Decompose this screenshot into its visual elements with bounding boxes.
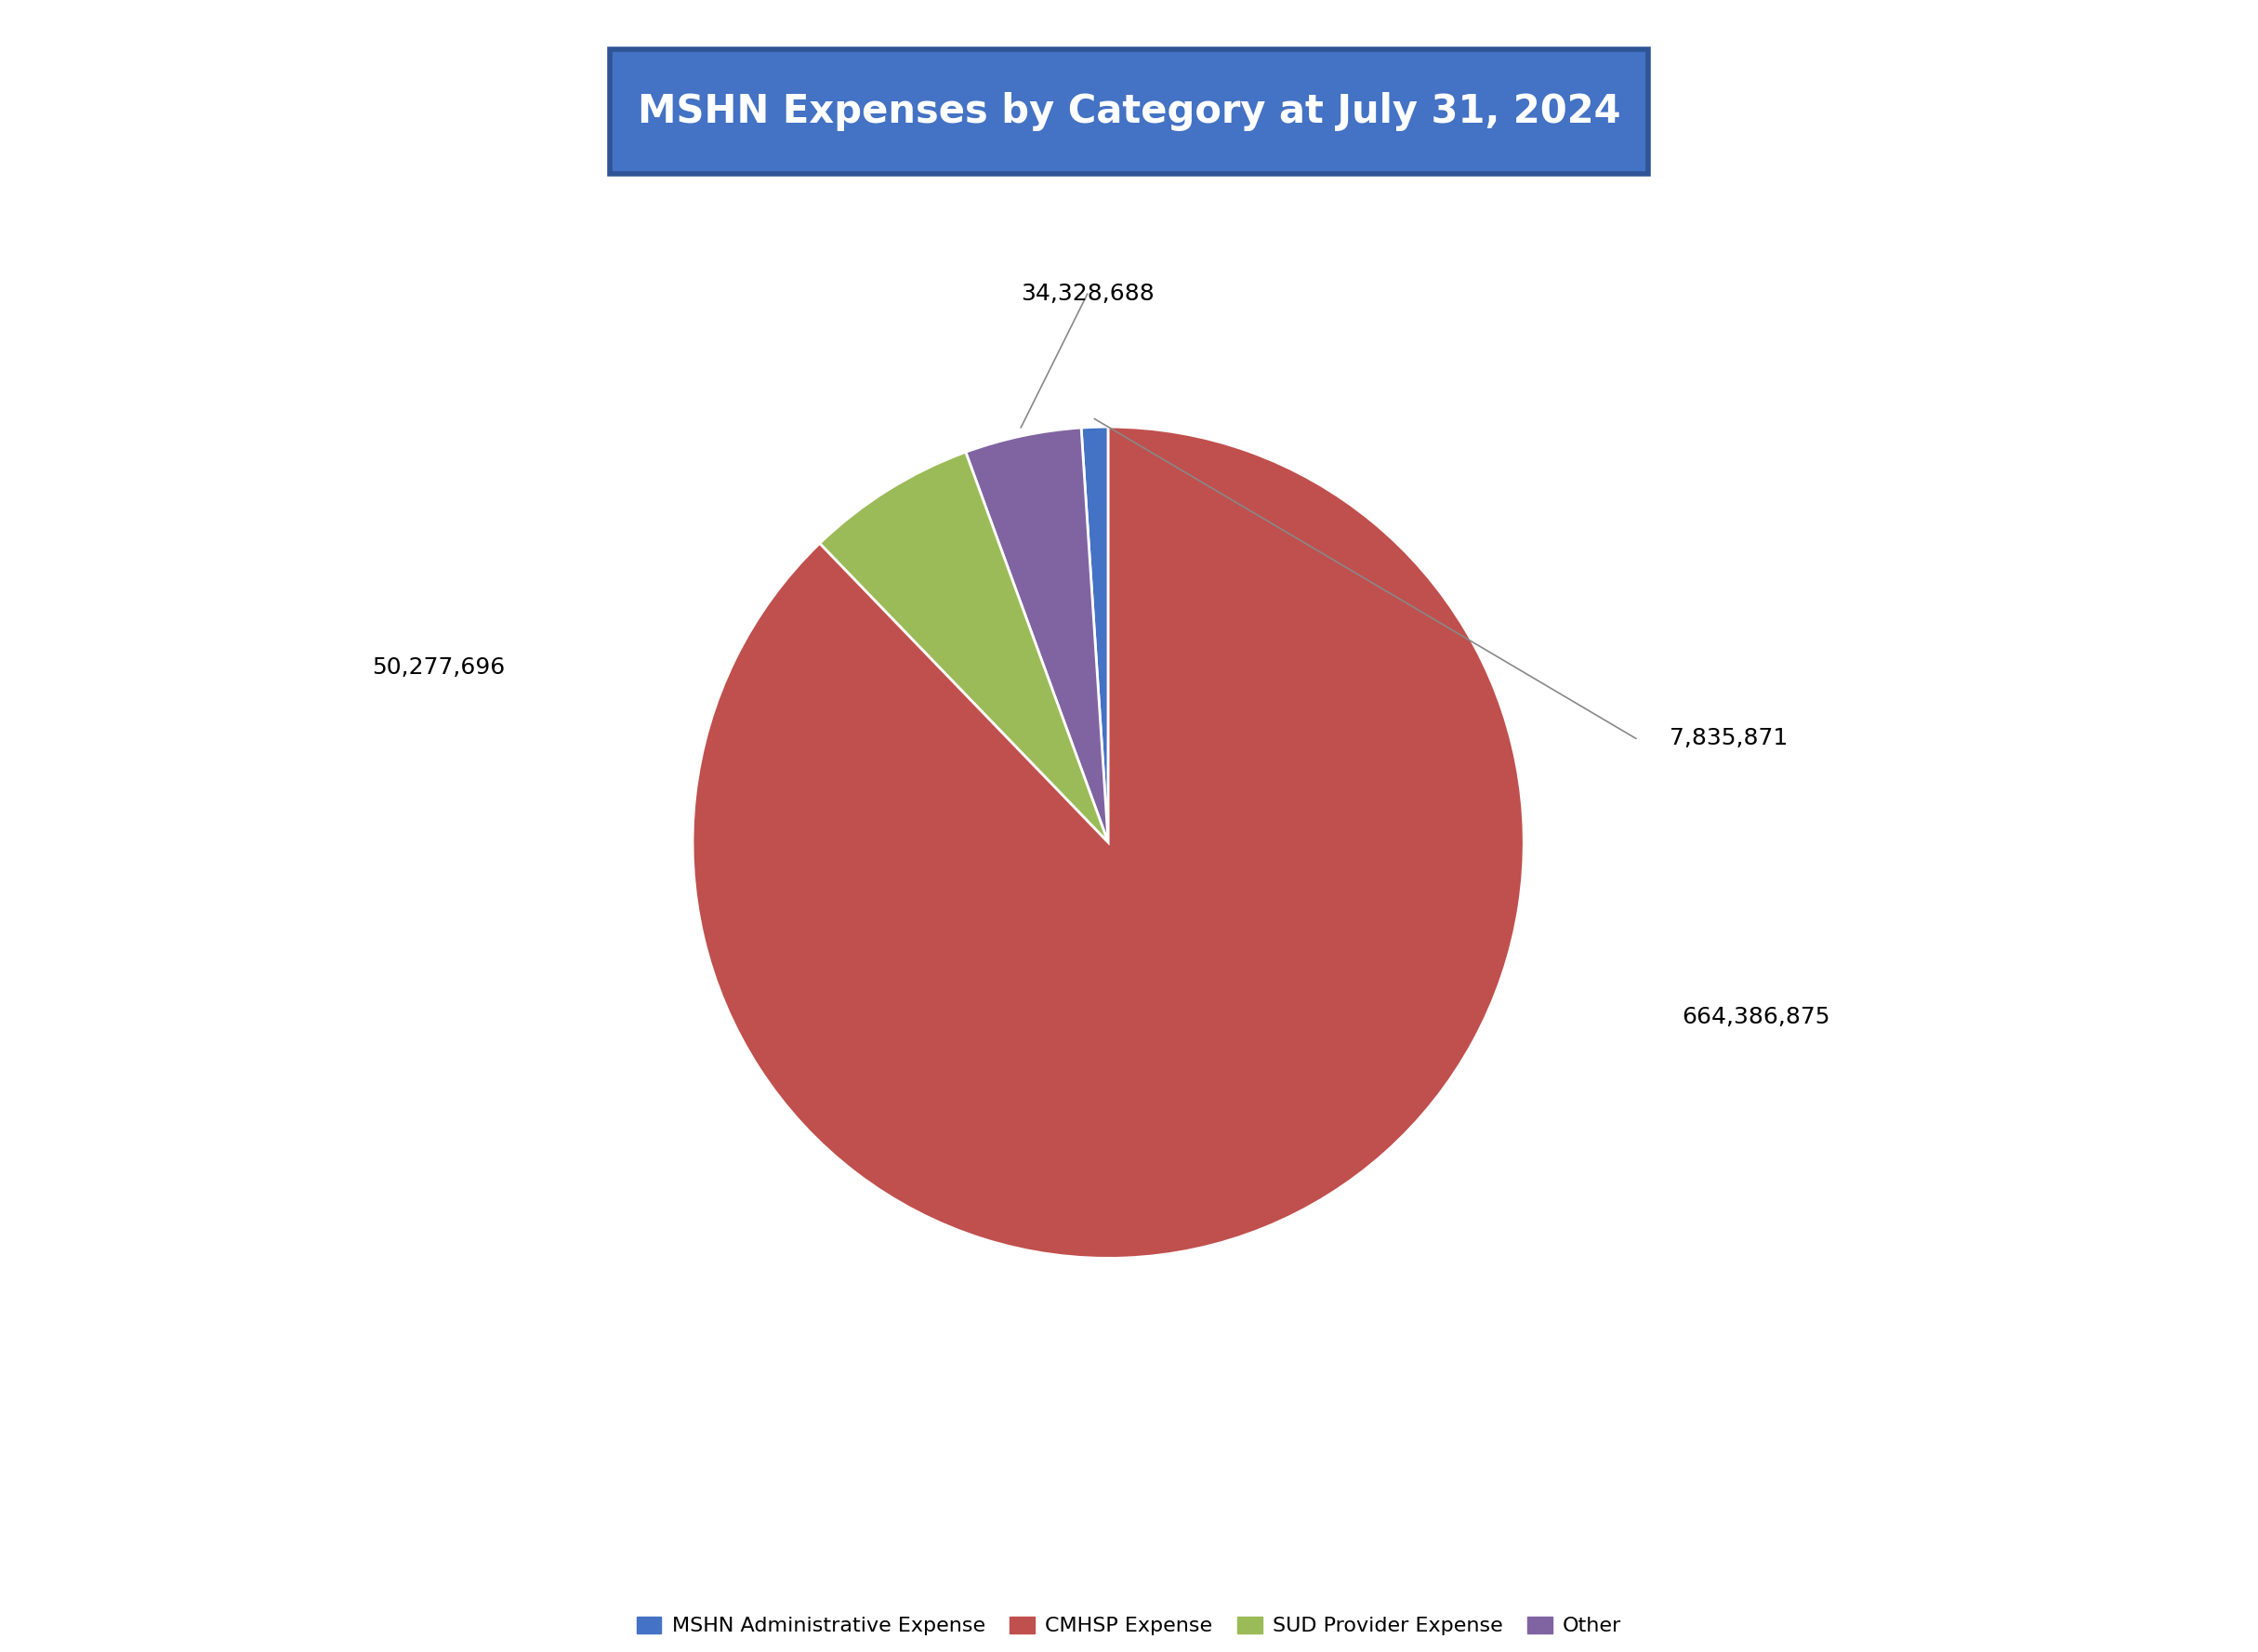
Wedge shape: [693, 426, 1524, 1259]
FancyBboxPatch shape: [610, 50, 1648, 173]
Legend: MSHN Administrative Expense, CMHSP Expense, SUD Provider Expense, Other: MSHN Administrative Expense, CMHSP Expen…: [628, 1607, 1630, 1644]
Wedge shape: [820, 453, 1109, 843]
Text: 664,386,875: 664,386,875: [1682, 1006, 1829, 1028]
Text: 7,835,871: 7,835,871: [1669, 727, 1788, 750]
Wedge shape: [966, 428, 1109, 843]
Text: 50,277,696: 50,277,696: [373, 657, 506, 679]
Wedge shape: [1082, 426, 1109, 843]
Text: 34,328,688: 34,328,688: [1021, 282, 1154, 306]
Text: MSHN Expenses by Category at July 31, 2024: MSHN Expenses by Category at July 31, 20…: [637, 93, 1621, 131]
